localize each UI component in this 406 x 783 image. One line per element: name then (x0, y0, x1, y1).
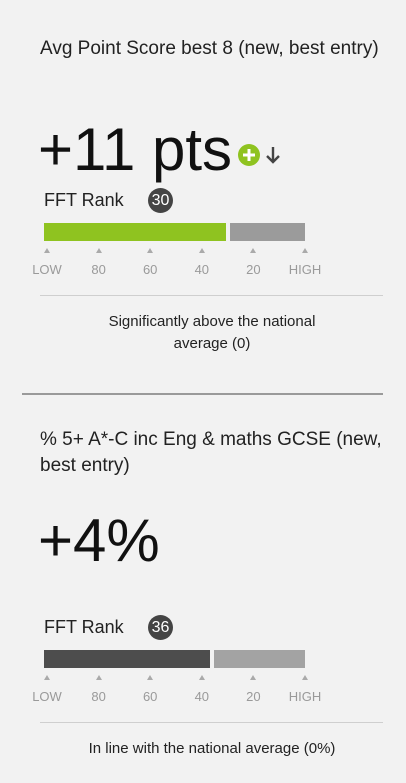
tick-label: LOW (32, 689, 62, 704)
tick-label: 20 (246, 689, 261, 704)
rank-label: FFT Rank (44, 190, 124, 210)
rank-bar (44, 650, 211, 668)
tick-label: 40 (194, 262, 210, 277)
rank-label: FFT Rank (44, 617, 124, 637)
card-title: % 5+ A*-C inc Eng & maths GCSE (new, bes… (40, 429, 382, 476)
rank-badge: 36 (148, 615, 173, 640)
score: +11 pts (38, 114, 286, 186)
rank-bar-rest (229, 223, 305, 241)
rank-bar (44, 223, 226, 241)
tick-mark (44, 248, 50, 253)
tick-mark (250, 675, 257, 680)
tick-mark (198, 675, 205, 680)
card-separator (22, 393, 383, 395)
tick-mark (302, 675, 308, 680)
tick-label: HIGH (288, 262, 322, 277)
tick-mark (250, 248, 257, 253)
divider (40, 295, 383, 296)
tick-mark (95, 248, 102, 253)
trend-icons (238, 143, 286, 167)
description: In line with the national average (0%) (88, 740, 336, 757)
tick-label: 20 (246, 262, 261, 277)
tick-label: 40 (194, 689, 210, 704)
tick-label: HIGH (288, 689, 322, 704)
rank-badge: 30 (148, 188, 173, 213)
tick-mark (147, 248, 154, 253)
tick-label: 80 (91, 689, 106, 704)
description: Significantly above the national average… (108, 313, 316, 352)
tick-label: 80 (91, 262, 106, 277)
divider (40, 722, 383, 723)
rank-bar-rest (214, 650, 305, 668)
tick-label: LOW (32, 262, 62, 277)
score: +4% (38, 507, 160, 574)
trend-icon (238, 144, 280, 166)
tick-label: 60 (142, 689, 158, 704)
tick-mark (95, 675, 102, 680)
tick-mark (302, 248, 308, 253)
tick-mark (198, 248, 205, 253)
tick-mark (44, 675, 50, 680)
tick-mark (147, 675, 154, 680)
card-title: Avg Point Score best 8 (new, best entry) (40, 38, 379, 59)
tick-label: 60 (142, 262, 158, 277)
